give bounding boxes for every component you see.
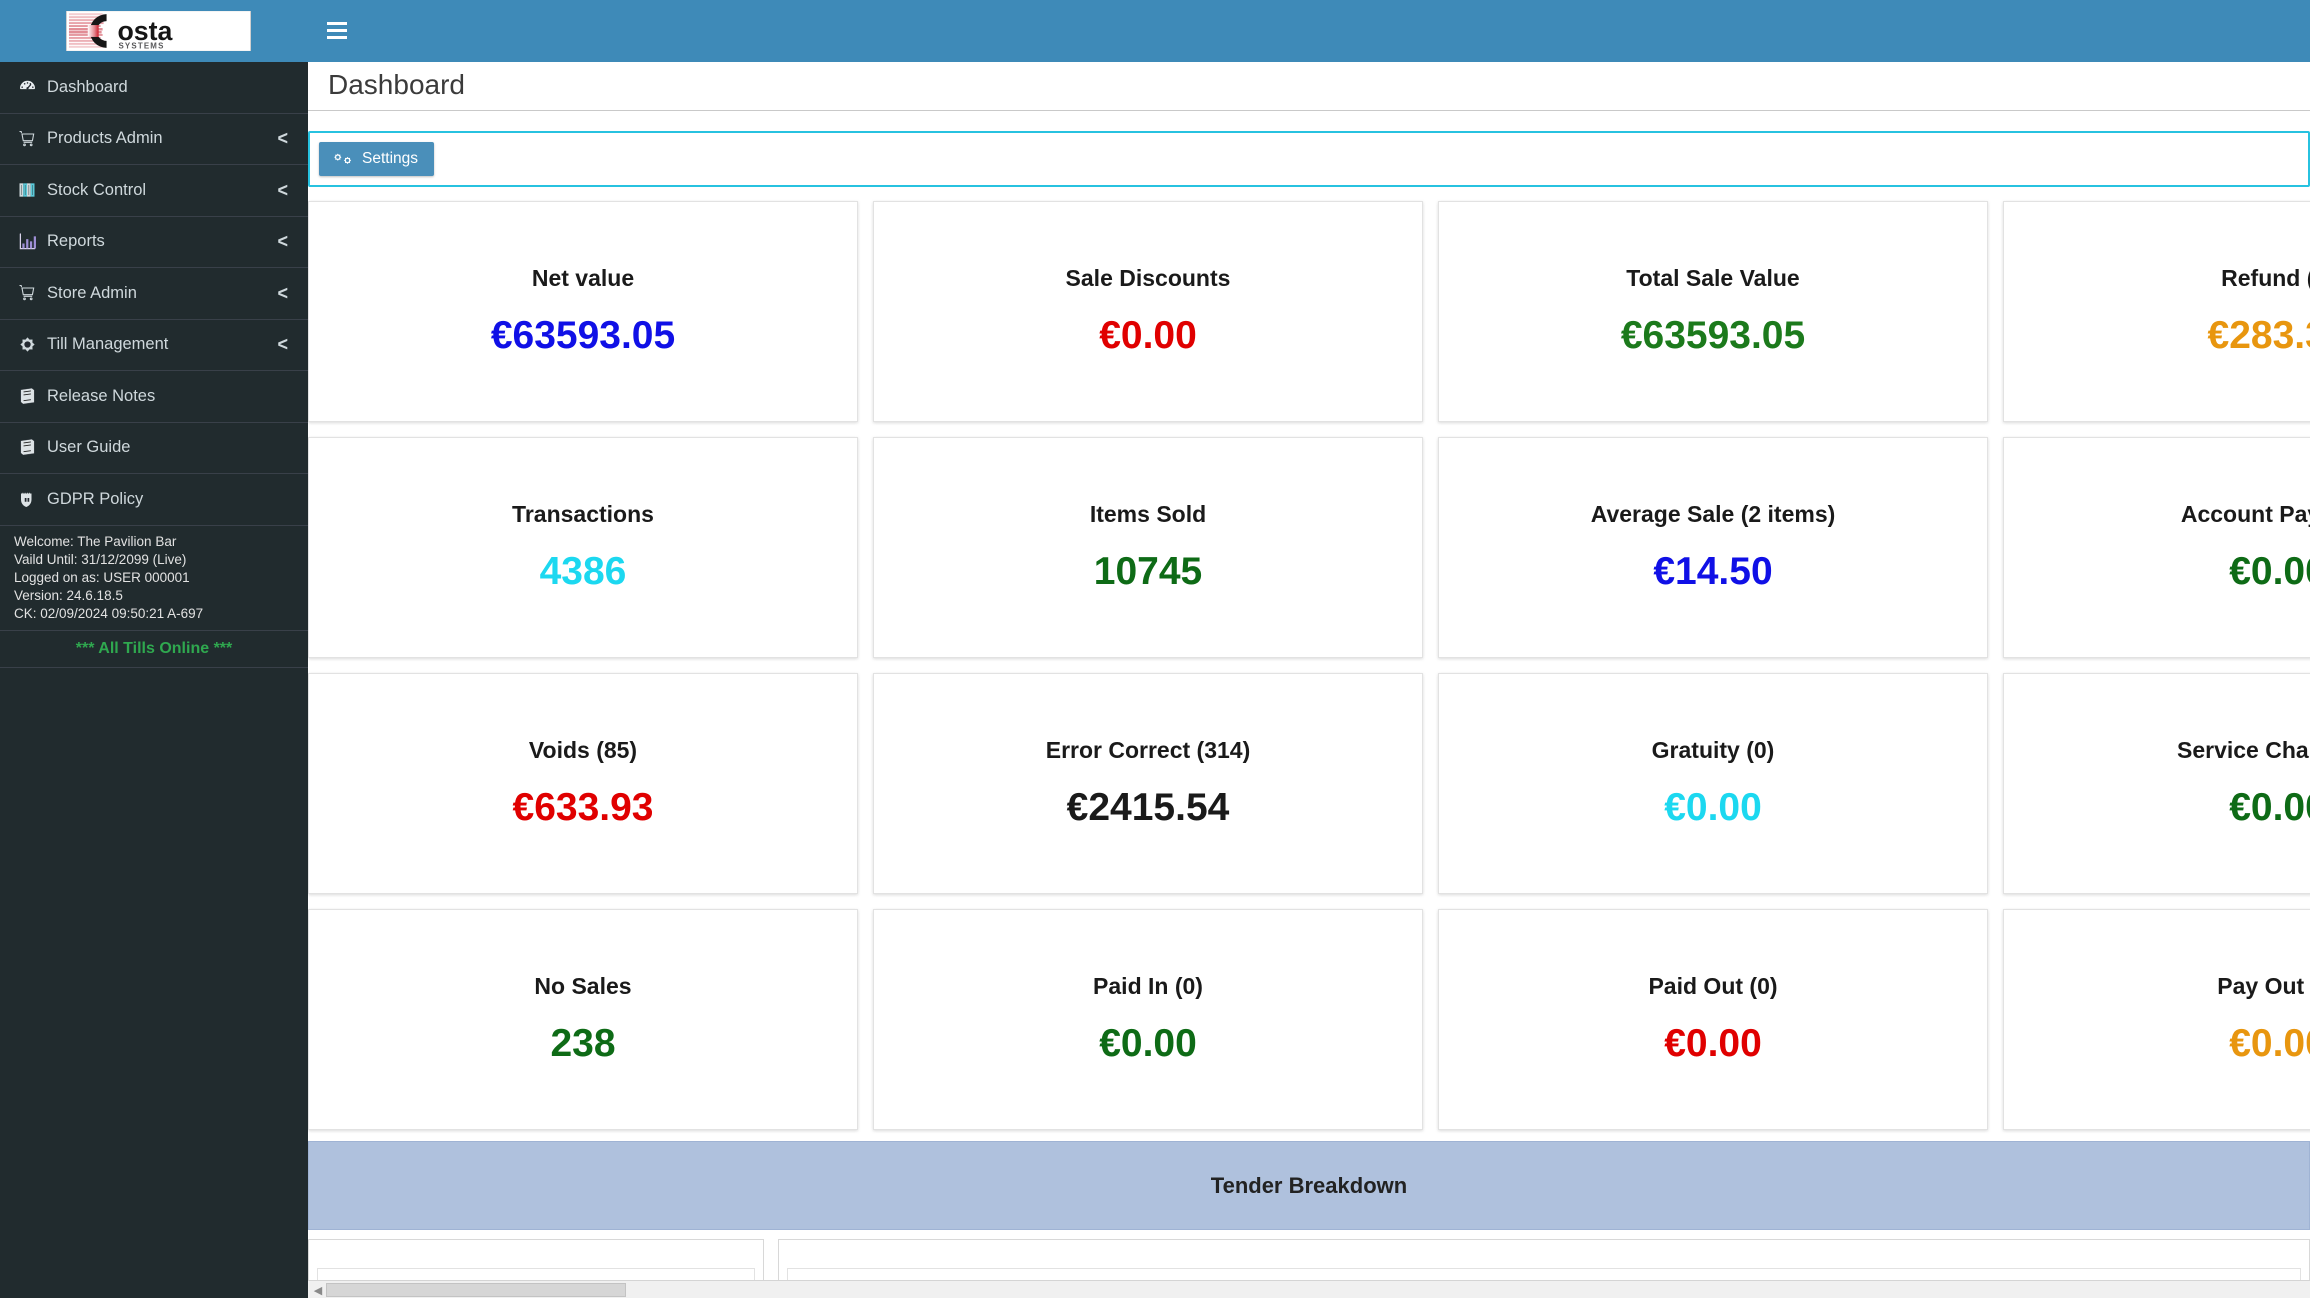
svg-text:SYSTEMS: SYSTEMS <box>118 41 164 50</box>
